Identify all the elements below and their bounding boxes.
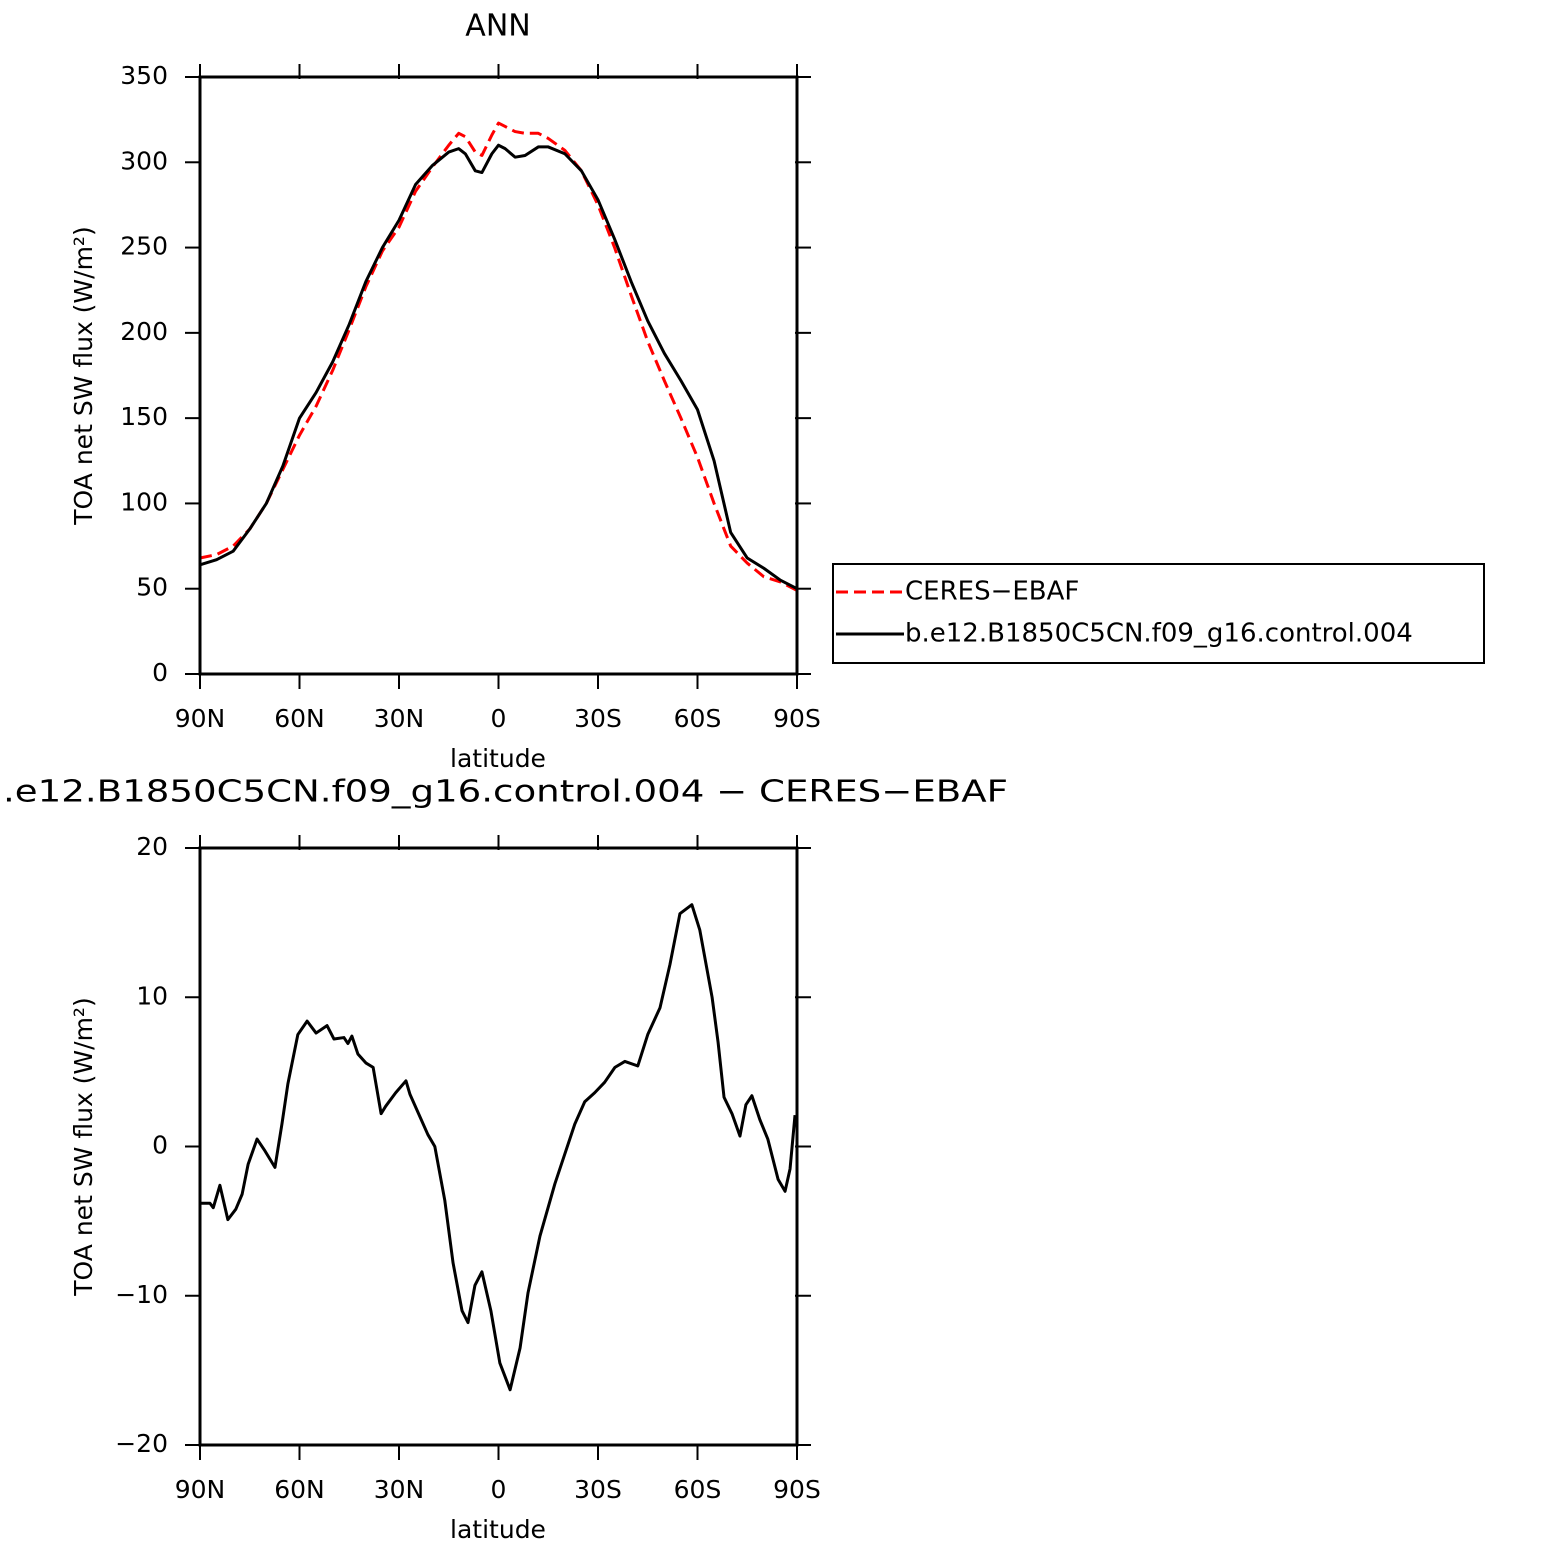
data-line — [200, 903, 797, 1392]
legend-label: b.e12.B1850C5CN.f09_g16.control.004 — [905, 619, 1413, 649]
y-tick-label: −20 — [115, 1429, 168, 1458]
y-tick-label: 350 — [120, 61, 168, 90]
legend-label: CERES−EBAF — [905, 577, 1079, 607]
data-line — [199, 143, 798, 591]
y-tick-label: 20 — [136, 832, 168, 861]
y-tick-label: 50 — [136, 573, 168, 602]
y-tick-label: 0 — [152, 1131, 168, 1160]
x-tick-label: 30S — [574, 704, 622, 733]
y-axis-label: TOA net SW flux (W/m²) — [69, 997, 98, 1296]
y-axis-label: TOA net SW flux (W/m²) — [69, 226, 98, 525]
x-axis-label: latitude — [450, 1515, 546, 1544]
legend-box — [832, 563, 1485, 664]
x-tick-label: 30N — [374, 704, 425, 733]
chart-title: .e12.B1850C5CN.f09_g16.control.004 − CER… — [3, 775, 1008, 810]
y-tick-label: 200 — [120, 317, 168, 346]
y-tick-label: 10 — [136, 981, 168, 1010]
x-tick-label: 90N — [175, 1475, 226, 1504]
plot-frame — [198, 75, 799, 676]
x-tick-label: 90S — [773, 704, 821, 733]
y-tick-label: 0 — [152, 658, 168, 687]
y-tick-label: 300 — [120, 146, 168, 175]
x-tick-label: 60S — [674, 1475, 722, 1504]
x-tick-label: 0 — [491, 1475, 507, 1504]
plot-frame — [198, 846, 799, 1447]
x-tick-label: 90N — [175, 704, 226, 733]
y-tick-label: 150 — [120, 402, 168, 431]
data-line — [199, 121, 798, 592]
x-tick-label: 30S — [574, 1475, 622, 1504]
y-tick-label: −10 — [115, 1280, 168, 1309]
x-tick-label: 0 — [491, 704, 507, 733]
chart-title: ANN — [465, 9, 530, 44]
x-tick-label: 60S — [674, 704, 722, 733]
x-tick-label: 90S — [773, 1475, 821, 1504]
x-tick-label: 60N — [274, 704, 325, 733]
x-tick-label: 60N — [274, 1475, 325, 1504]
y-tick-label: 250 — [120, 232, 168, 261]
x-tick-label: 30N — [374, 1475, 425, 1504]
x-axis-label: latitude — [450, 744, 546, 773]
y-tick-label: 100 — [120, 487, 168, 516]
